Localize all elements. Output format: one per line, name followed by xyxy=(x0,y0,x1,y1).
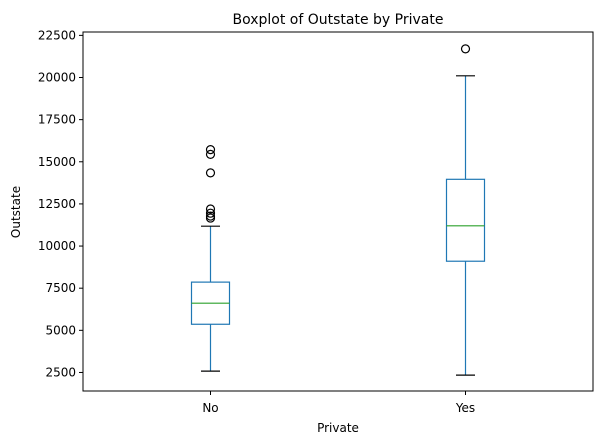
y-tick-label: 5000 xyxy=(45,323,76,337)
y-tick-label: 20000 xyxy=(38,71,76,85)
outlier-point xyxy=(460,44,471,54)
outlier-point xyxy=(205,204,216,214)
y-tick-label: 17500 xyxy=(38,113,76,127)
box-group-yes xyxy=(445,44,486,376)
y-axis-label: Outstate xyxy=(9,186,23,238)
x-tick-label: No xyxy=(202,401,218,415)
y-tick-label: 10000 xyxy=(38,239,76,253)
y-tick-label: 15000 xyxy=(38,155,76,169)
outlier-point xyxy=(205,208,216,218)
y-tick-label: 12500 xyxy=(38,197,76,211)
iqr-box xyxy=(445,178,486,262)
box-group-no xyxy=(190,145,231,372)
y-tick-label: 22500 xyxy=(38,28,76,42)
plot-frame xyxy=(82,31,594,392)
y-tick-label: 7500 xyxy=(45,281,76,295)
x-tick-label: Yes xyxy=(455,401,475,415)
outlier-point xyxy=(205,168,216,178)
x-axis: No Yes xyxy=(202,391,475,415)
y-tick-label: 2500 xyxy=(45,365,76,379)
y-axis: 2500 5000 7500 10000 12500 15000 17500 20000 225… xyxy=(38,28,83,379)
plot-area xyxy=(190,44,486,376)
outlier-point xyxy=(205,211,216,221)
outlier-point xyxy=(205,149,216,159)
outlier-point xyxy=(205,145,216,155)
x-axis-label: Private xyxy=(317,421,359,435)
chart-title: Boxplot of Outstate by Private xyxy=(233,12,444,28)
